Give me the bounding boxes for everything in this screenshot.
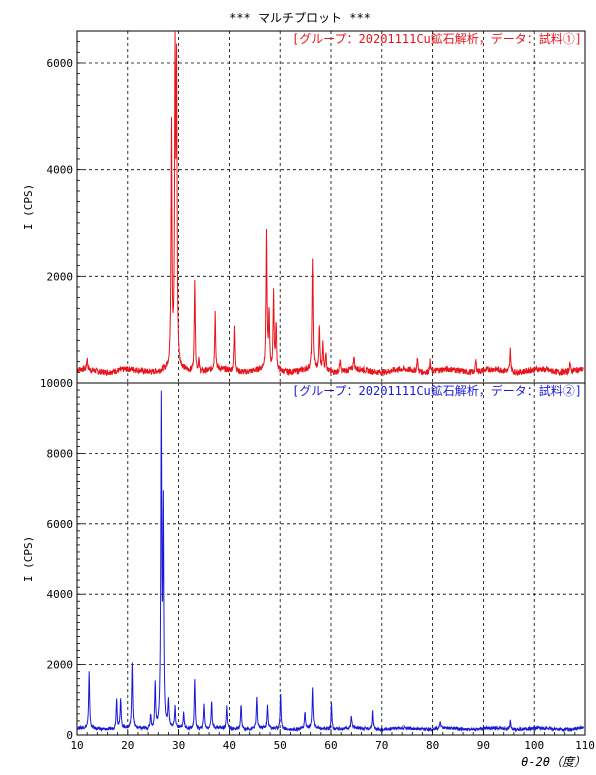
y-tick-label: 4000	[47, 164, 74, 177]
x-tick-label: 20	[121, 739, 134, 752]
x-tick-label: 110	[575, 739, 595, 752]
chart-title: *** マルチプロット ***	[229, 11, 371, 25]
series-line-2	[78, 391, 584, 731]
y-tick-label: 8000	[47, 447, 74, 460]
x-tick-label: 50	[274, 739, 287, 752]
y-axis-label: I (CPS)	[22, 184, 35, 230]
y-tick-label: 6000	[47, 57, 74, 70]
x-tick-label: 80	[426, 739, 439, 752]
x-axis-label: θ-2θ（度）	[521, 755, 586, 769]
y-tick-label: 6000	[47, 518, 74, 531]
y-axis-label: I (CPS)	[22, 536, 35, 582]
series-legend-2: [グループ：20201111Cu鉱石解析，データ：試料②]	[292, 383, 582, 398]
series-legend-1: [グループ：20201111Cu鉱石解析，データ：試料①]	[292, 31, 582, 46]
series-line-1	[78, 31, 584, 375]
x-tick-label: 10	[70, 739, 83, 752]
y-tick-label: 2000	[47, 659, 74, 672]
x-tick-label: 90	[477, 739, 490, 752]
x-tick-label: 40	[223, 739, 236, 752]
y-tick-label: 2000	[47, 270, 74, 283]
y-tick-label: 4000	[47, 588, 74, 601]
x-tick-label: 60	[324, 739, 337, 752]
x-tick-label: 30	[172, 739, 185, 752]
panel-1: 2000 4000 6000 I (CPS) [グループ：20201111Cu鉱石解析，…	[22, 31, 585, 383]
x-tick-label: 70	[375, 739, 388, 752]
y-tick-label: 10000	[40, 377, 73, 390]
x-tick-label: 100	[524, 739, 544, 752]
